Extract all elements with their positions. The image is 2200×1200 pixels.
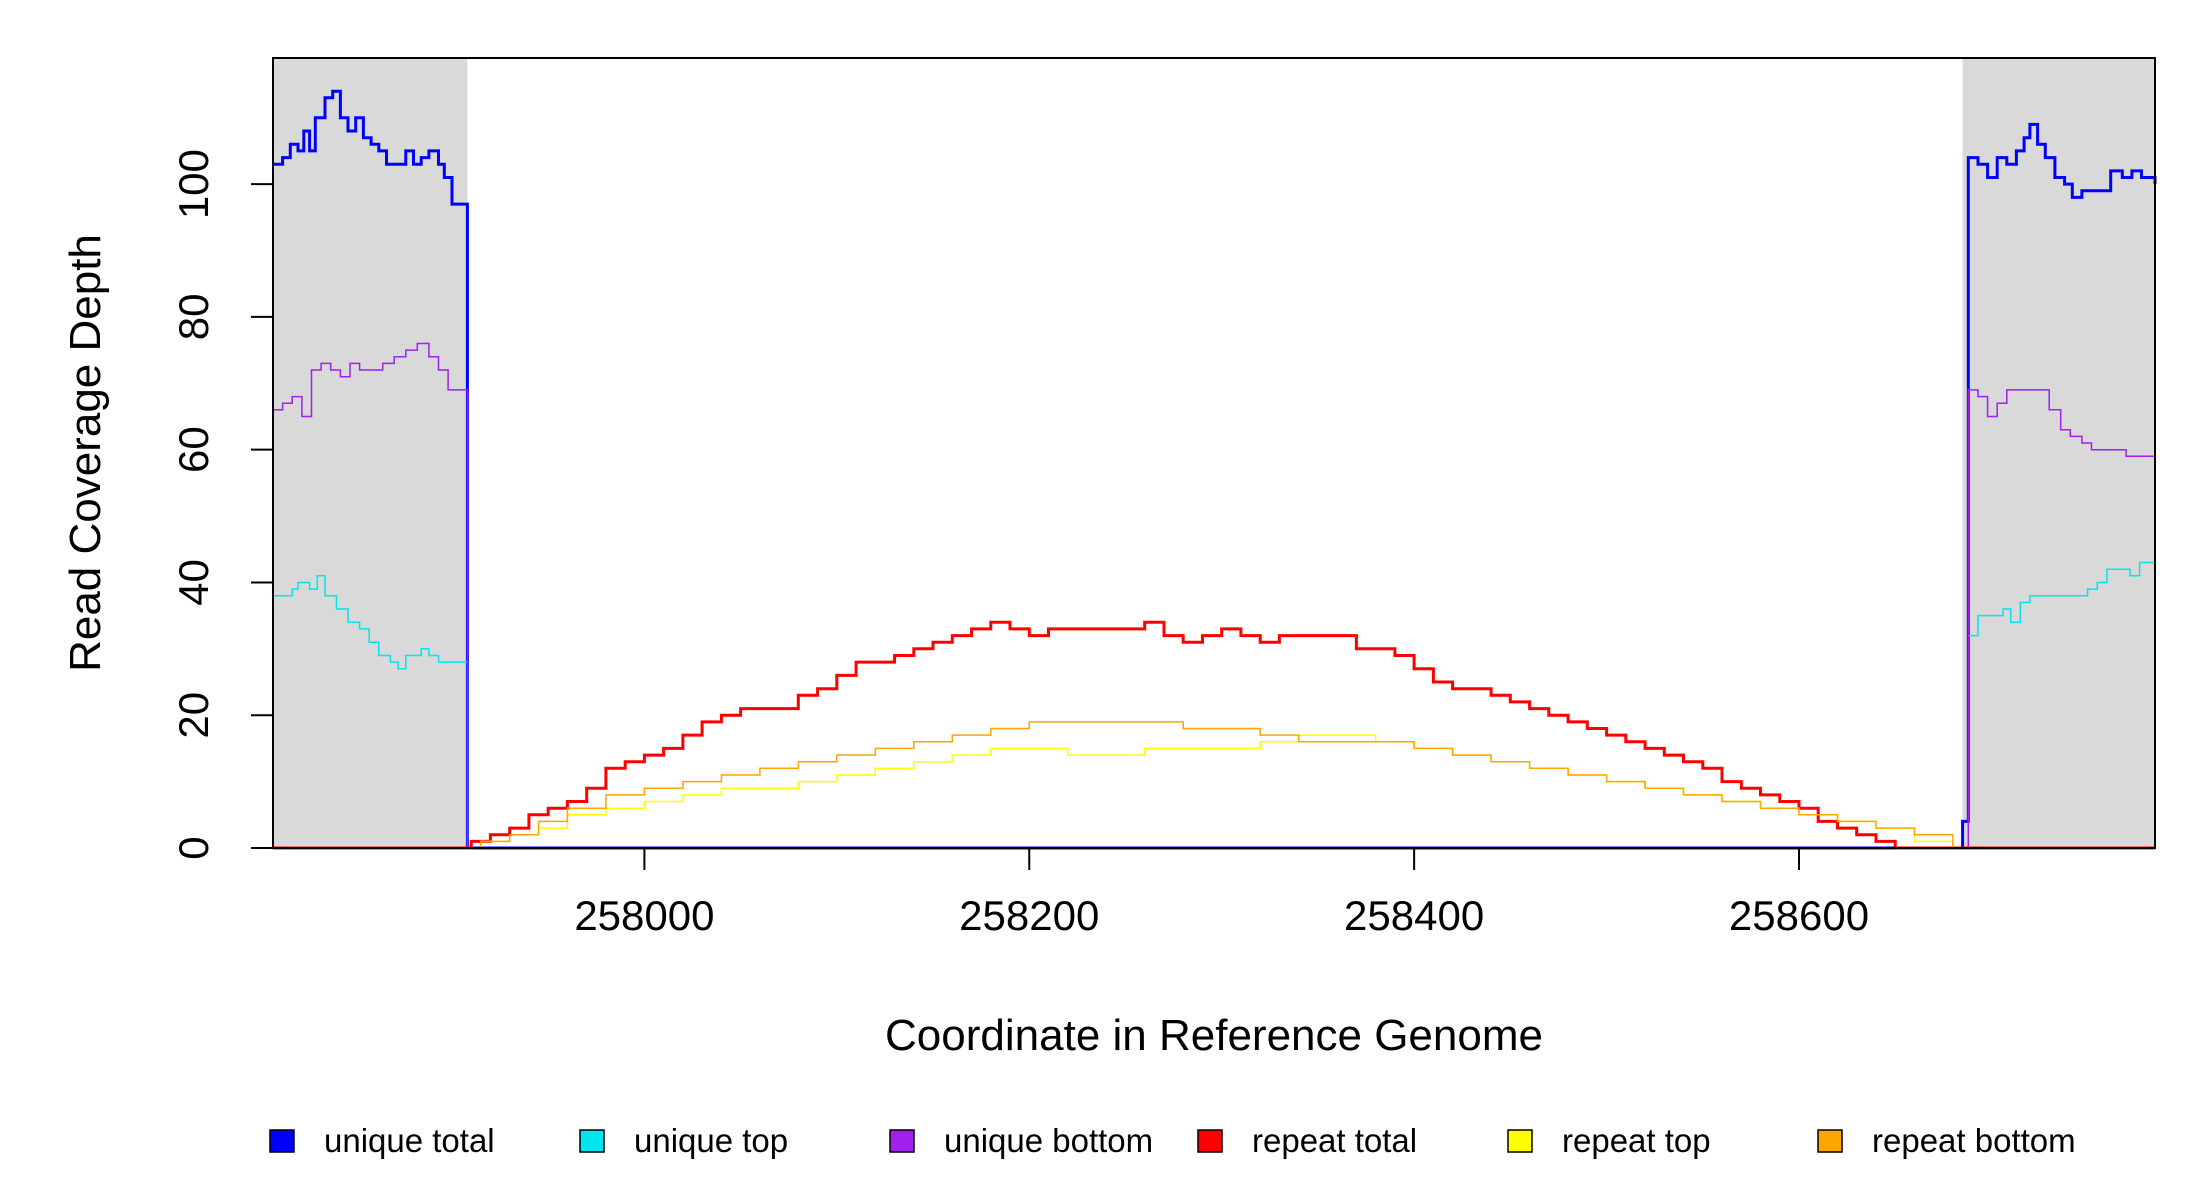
series-line-repeat-top xyxy=(273,734,2155,849)
legend-item-repeat-total: repeat total xyxy=(1197,1122,1417,1159)
x-tick-label: 258600 xyxy=(1729,892,1869,939)
legend-item-unique-total: unique total xyxy=(269,1122,495,1159)
series-line-repeat-bottom xyxy=(273,721,2155,849)
legend-label: unique top xyxy=(634,1122,788,1159)
series-lines xyxy=(273,89,2157,850)
shaded-region-1 xyxy=(273,58,468,848)
y-tick-label: 0 xyxy=(170,836,217,859)
y-tick-label: 40 xyxy=(170,559,217,606)
legend-swatch xyxy=(269,1129,295,1153)
legend-item-repeat-top: repeat top xyxy=(1507,1122,1711,1159)
y-tick-label: 100 xyxy=(170,149,217,219)
plot-frame xyxy=(272,57,2156,849)
shaded-region-2 xyxy=(1962,58,2155,848)
legend-item-repeat-bottom: repeat bottom xyxy=(1817,1122,2076,1159)
legend-swatch xyxy=(579,1129,605,1153)
legend-swatch xyxy=(1507,1129,1533,1153)
y-tick-label: 80 xyxy=(170,294,217,341)
legend-label: unique total xyxy=(324,1122,495,1159)
legend-label: repeat top xyxy=(1562,1122,1711,1159)
series-line-repeat-total xyxy=(273,620,2155,850)
legend-swatch xyxy=(1197,1129,1223,1153)
legend-label: repeat bottom xyxy=(1872,1122,2076,1159)
legend-item-unique-bottom: unique bottom xyxy=(889,1122,1153,1159)
y-axis-title: Read Coverage Depth xyxy=(61,234,110,672)
legend-item-unique-top: unique top xyxy=(579,1122,788,1159)
legend-label: unique bottom xyxy=(944,1122,1153,1159)
legend: unique total unique top unique bottom repea… xyxy=(269,1122,2076,1159)
series-line-unique-total xyxy=(273,89,2157,850)
legend-swatch xyxy=(1817,1129,1843,1153)
y-tick-label: 20 xyxy=(170,692,217,739)
x-tick-label: 258000 xyxy=(574,892,714,939)
series-line-unique-top xyxy=(273,555,2156,849)
shaded-regions xyxy=(273,58,2155,848)
y-axis: 0 20 40 60 80 100 xyxy=(170,149,273,860)
series-line-unique-bottom xyxy=(273,342,2156,849)
legend-label: repeat total xyxy=(1252,1122,1417,1159)
legend-swatch xyxy=(889,1129,915,1153)
x-tick-label: 258200 xyxy=(959,892,1099,939)
x-tick-label: 258400 xyxy=(1344,892,1484,939)
y-tick-label: 60 xyxy=(170,426,217,473)
x-axis: 258000 258200 258400 258600 xyxy=(574,848,1869,939)
x-axis-title: Coordinate in Reference Genome xyxy=(885,1011,1543,1060)
